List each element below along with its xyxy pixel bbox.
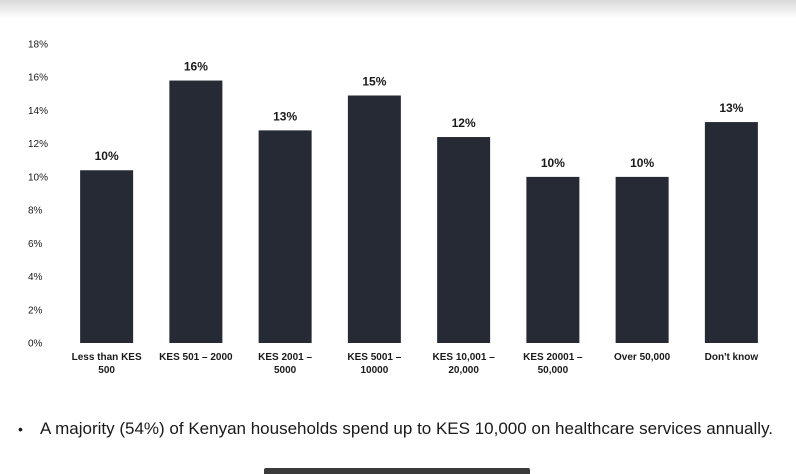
bar-data-label: 10% (630, 156, 654, 170)
bar-data-label: 10% (541, 156, 565, 170)
bar (704, 122, 758, 343)
y-tick-label: 2% (28, 305, 43, 316)
bar-data-label: 10% (95, 149, 119, 163)
bar (80, 170, 134, 343)
y-tick-label: 4% (28, 272, 43, 283)
bar-data-label: 16% (184, 60, 208, 74)
y-tick-label: 16% (28, 73, 48, 84)
bars (80, 80, 758, 344)
bar-data-label: 12% (452, 116, 476, 130)
x-category-label: KES 20001 – (523, 352, 583, 363)
x-category-label: KES 501 – 2000 (159, 352, 233, 363)
x-category-label: 20,000 (448, 365, 479, 376)
x-category-label: KES 10,001 – (432, 352, 495, 363)
y-axis: 0% 2% 4% 6% 8% 10% 12% 14% 16% 18% (28, 40, 48, 350)
y-tick-label: 6% (28, 239, 43, 250)
data-labels: 10% 16% 13% 15% 12% 10% 10% 13% (95, 60, 744, 170)
summary-bullet-point: • A majority (54%) of Kenyan households … (18, 418, 788, 440)
bar (258, 130, 312, 343)
bar (347, 95, 401, 343)
bar (437, 137, 491, 343)
y-tick-label: 8% (28, 206, 43, 217)
bar-data-label: 13% (273, 109, 297, 123)
bar (615, 176, 669, 343)
bar-chart: 0% 2% 4% 6% 8% 10% 12% 14% 16% 18% 10% 16% 13% 15% 12… (28, 40, 759, 377)
bar-data-label: 13% (719, 101, 743, 115)
bar (169, 80, 223, 344)
x-category-label: KES 2001 – (258, 352, 312, 363)
y-tick-label: 14% (28, 106, 48, 117)
x-category-label: 5000 (274, 365, 297, 376)
presentation-toolbar[interactable] (264, 468, 530, 474)
x-category-label: Don't know (705, 352, 759, 363)
summary-text: A majority (54%) of Kenyan households sp… (40, 419, 774, 438)
bullet-icon: • (18, 421, 23, 437)
y-tick-label: 10% (28, 172, 48, 183)
x-category-label: 50,000 (538, 365, 569, 376)
x-category-label: Less than KES (72, 352, 142, 363)
x-category-label: Over 50,000 (614, 352, 671, 363)
y-tick-label: 0% (28, 339, 43, 350)
x-category-label: 10000 (360, 365, 388, 376)
y-tick-label: 18% (28, 40, 48, 51)
x-axis: Less than KES 500 KES 501 – 2000 KES 2001 –… (72, 352, 759, 376)
y-tick-label: 12% (28, 139, 48, 150)
x-category-label: 500 (98, 365, 115, 376)
x-category-label: KES 5001 – (347, 352, 401, 363)
bar-data-label: 15% (362, 74, 386, 88)
slide-top-band (0, 0, 796, 18)
bar (526, 176, 580, 343)
